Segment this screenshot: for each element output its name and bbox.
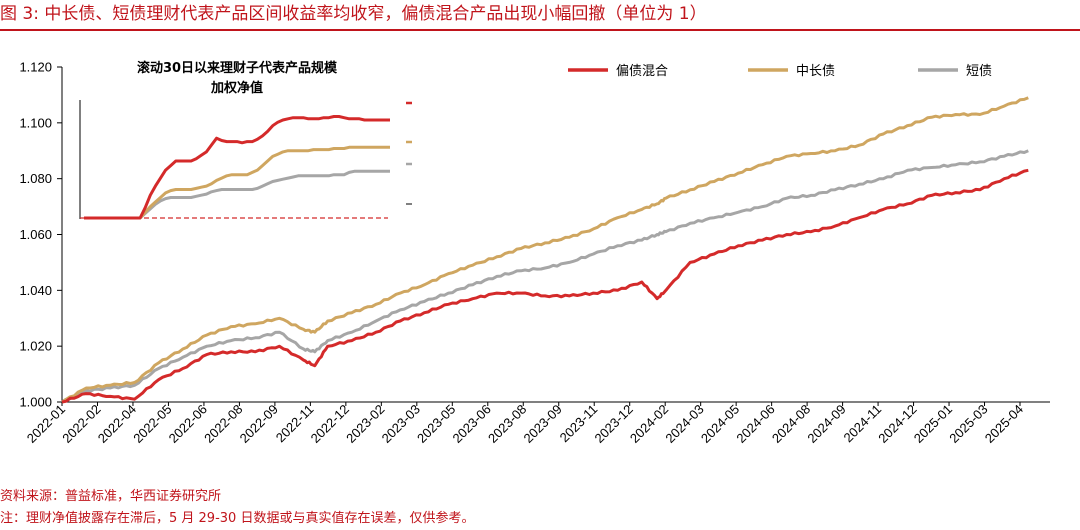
x-tick-label: 2022-02 <box>59 402 103 446</box>
x-tick-label: 2022-12 <box>308 402 352 446</box>
x-tick-label: 2022-08 <box>201 402 245 446</box>
x-tick-label: 2024-09 <box>804 402 848 446</box>
x-tick-label: 2024-06 <box>733 402 777 446</box>
x-tick-label: 2023-06 <box>450 402 494 446</box>
legend-label: 偏债混合 <box>616 64 668 79</box>
x-tick-label: 2023-03 <box>379 402 423 446</box>
x-tick-label: 2025-03 <box>946 402 990 446</box>
y-tick-label: 1.100 <box>19 115 52 130</box>
x-tick-label: 2023-02 <box>343 402 387 446</box>
x-tick-label: 2024-08 <box>769 402 813 446</box>
x-tick-label: 2024-05 <box>698 402 742 446</box>
x-tick-label: 2024-02 <box>627 402 671 446</box>
x-tick-label: 2025-04 <box>982 402 1026 446</box>
inset-title: 滚动30日以来理财子代表产品规模 <box>137 60 338 76</box>
x-tick-label: 2023-12 <box>591 402 635 446</box>
x-tick-label: 2025-01 <box>911 402 955 446</box>
x-tick-label: 2022-09 <box>237 402 281 446</box>
y-tick-label: 1.020 <box>19 339 52 354</box>
x-tick-label: 2024-03 <box>662 402 706 446</box>
y-tick-label: 1.040 <box>19 283 52 298</box>
footnote: 注：理财净值披露存在滞后，5 月 29-30 日数据或与真实值存在误差，仅供参考… <box>0 511 475 526</box>
x-tick-label: 2022-06 <box>166 402 210 446</box>
legend: 偏债混合 中长债 短债 <box>568 64 992 79</box>
inset-series-line <box>84 169 390 220</box>
source-note: 资料来源：普益标准，华西证券研究所 <box>0 489 222 504</box>
inset-title: 加权净值 <box>210 80 263 96</box>
series-line-long <box>61 96 1029 404</box>
y-tick-label: 1.000 <box>19 395 52 410</box>
y-tick-label: 1.120 <box>19 60 52 75</box>
series-line-mixed <box>61 168 1029 404</box>
inset-series-line <box>84 115 390 220</box>
figure-title: 图 3: 中长债、短债理财代表产品区间收益率均收窄，偏债混合产品出现小幅回撤（单… <box>0 4 707 24</box>
y-tick-label: 1.080 <box>19 171 52 186</box>
x-tick-label: 2022-04 <box>95 402 139 446</box>
inset-series-line <box>84 145 390 220</box>
line-chart: 1.000 1.020 1.040 1.060 1.080 1.100 1.120 2022-… <box>19 60 1050 446</box>
title-divider <box>0 29 1080 31</box>
main-series <box>61 96 1029 404</box>
x-tick-label: 2023-05 <box>414 402 458 446</box>
x-tick-label: 2022-05 <box>130 402 174 446</box>
x-tick-label: 2023-09 <box>521 402 565 446</box>
x-tick-label: 2024-12 <box>875 402 919 446</box>
legend-label: 短债 <box>966 64 992 79</box>
series-line-short <box>61 149 1029 404</box>
main-axes: 1.000 1.020 1.040 1.060 1.080 1.100 1.120 2022-… <box>19 60 1050 446</box>
x-tick-label: 2023-08 <box>485 402 529 446</box>
y-tick-label: 1.060 <box>19 227 52 242</box>
legend-label: 中长债 <box>796 64 835 79</box>
